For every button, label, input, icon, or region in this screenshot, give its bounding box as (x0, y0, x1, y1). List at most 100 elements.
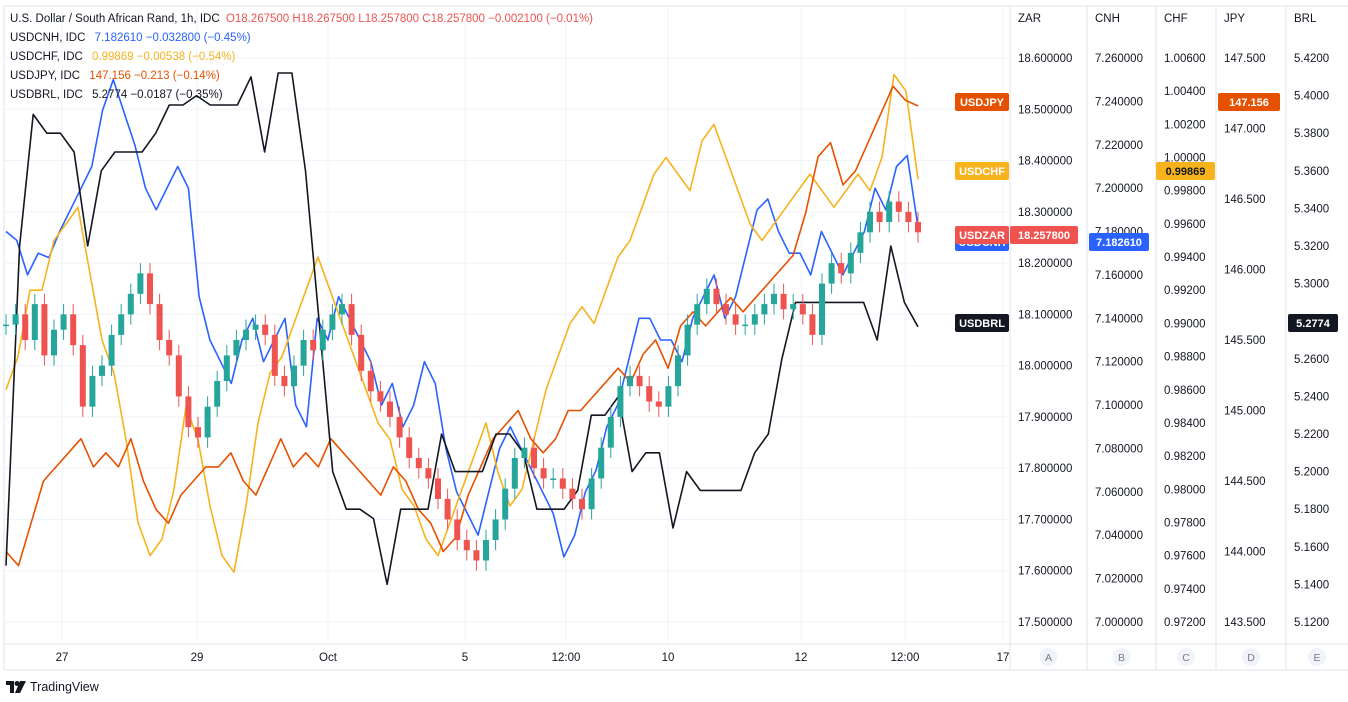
zar-candle-body (847, 252, 854, 274)
zar-candle-body (463, 539, 470, 551)
legend-h-label: H (292, 13, 301, 25)
x-tick-label: 10 (662, 652, 675, 664)
zar-candle-body (329, 314, 336, 330)
legend-chf-change: −0.00538 (−0.54%) (136, 51, 236, 63)
axis-tick-chf: 1.00000 (1164, 153, 1206, 165)
zar-candle-body (751, 314, 758, 325)
zar-candle-body (473, 550, 480, 561)
axis-tick-chf: 1.00200 (1164, 119, 1206, 131)
zar-candle-body (627, 375, 633, 387)
axis-tick-jpy: 145.000 (1224, 406, 1266, 418)
axis-tick-zar: 18.000000 (1018, 361, 1072, 373)
zar-candle-body (127, 293, 134, 315)
zar-candle-body (588, 478, 595, 510)
zar-candle-body (108, 334, 115, 366)
zar-candle-body (550, 478, 557, 480)
zar-candle-body (828, 263, 835, 284)
zar-candle-body (300, 340, 307, 366)
price-label-brl: 5.2774 (1296, 318, 1331, 330)
zar-candle-body (723, 304, 729, 315)
zar-candle-body (425, 468, 432, 479)
series-tag-usdbrl: USDBRL (959, 318, 1005, 330)
axis-tick-chf: 0.99600 (1164, 219, 1206, 231)
zar-candle-body (51, 329, 57, 356)
axis-tick-zar: 18.500000 (1018, 104, 1072, 116)
axis-header-cnh: CNH (1095, 13, 1120, 25)
axis-tick-cnh: 7.240000 (1095, 96, 1143, 108)
axis-tick-zar: 17.900000 (1018, 412, 1072, 424)
legend-chf-name: USDCHF, IDC (10, 51, 83, 63)
zar-candle-body (742, 324, 749, 327)
zar-candle-body (886, 201, 893, 223)
x-tick-label: 12:00 (552, 652, 581, 664)
legend-jpy-name: USDJPY, IDC (10, 70, 81, 82)
zar-candle-body (31, 304, 38, 340)
axis-tick-cnh: 7.020000 (1095, 574, 1143, 586)
zar-candle-body (415, 457, 422, 469)
axis-tick-zar: 17.600000 (1018, 566, 1072, 578)
axis-tick-jpy: 147.000 (1224, 124, 1266, 136)
axis-header-jpy: JPY (1224, 13, 1245, 25)
legend-jpy-value: 147.156 (89, 70, 131, 82)
x-tick-label: 12 (795, 652, 808, 664)
zar-candle-body (838, 263, 845, 274)
zar-candle-body (502, 488, 509, 520)
zar-candle-body (809, 314, 816, 335)
zar-candle-body (790, 304, 797, 310)
axis-tick-brl: 5.1800 (1294, 504, 1329, 516)
zar-candle-body (454, 519, 461, 540)
legend-row-brl: USDBRL, IDC 5.2774 −0.0187 (−0.35%) (10, 86, 593, 105)
axis-tick-jpy: 144.000 (1224, 547, 1266, 559)
legend-brl-change: −0.0187 (−0.35%) (130, 89, 223, 101)
axis-tick-brl: 5.4000 (1294, 91, 1329, 103)
zar-candle-body (358, 334, 365, 371)
price-label-cnh: 7.182610 (1096, 237, 1142, 249)
legend-cnh-change: −0.032800 (−0.45%) (145, 32, 251, 44)
zar-candle-body (12, 314, 19, 325)
axis-badge-brl (1308, 648, 1326, 666)
zar-candle-body (387, 401, 393, 417)
axis-tick-chf: 0.98600 (1164, 385, 1206, 397)
x-tick-label: 5 (462, 652, 468, 664)
zar-candle-body (377, 391, 384, 402)
price-label-jpy: 147.156 (1229, 97, 1269, 109)
axis-tick-brl: 5.2000 (1294, 467, 1329, 479)
zar-candle-body (780, 293, 787, 310)
zar-candle-body (291, 365, 297, 387)
series-tag-usdzar: USDZAR (959, 230, 1005, 242)
chart-legend: U.S. Dollar / South African Rand, 1h, ID… (10, 10, 593, 105)
zar-candle-body (598, 447, 605, 479)
legend-main-title: U.S. Dollar / South African Rand, 1h, ID… (10, 13, 220, 25)
legend-main-change: −0.002100 (−0.01%) (488, 13, 594, 25)
zar-candle-body (118, 314, 125, 335)
axis-tick-zar: 18.400000 (1018, 156, 1072, 168)
axis-header-brl: BRL (1294, 13, 1317, 25)
tradingview-brand[interactable]: TradingView (6, 680, 99, 694)
series-tag-usdbrl-bg (955, 314, 1009, 332)
zar-candle-body (684, 324, 691, 356)
zar-candle-body (761, 304, 768, 315)
legend-brl-name: USDBRL, IDC (10, 89, 83, 101)
axis-tick-jpy: 147.500 (1224, 53, 1266, 65)
zar-candle-body (70, 314, 77, 346)
legend-brl-value: 5.2774 (92, 89, 128, 101)
axis-footer-zar: A (1045, 652, 1052, 664)
price-label-brl-bg (1288, 314, 1338, 332)
price-label-jpy-bg (1218, 93, 1280, 111)
zar-candle-body (396, 416, 403, 438)
zar-candle-body (675, 355, 681, 387)
axis-tick-cnh: 7.160000 (1095, 270, 1143, 282)
brand-name: TradingView (30, 680, 99, 694)
axis-tick-brl: 5.4200 (1294, 53, 1329, 65)
zar-candle-body (713, 288, 720, 305)
axis-tick-chf: 0.97200 (1164, 617, 1206, 629)
zar-candle-body (531, 447, 537, 469)
axis-tick-cnh: 7.200000 (1095, 183, 1143, 195)
zar-candle-body (876, 211, 883, 223)
legend-row-cnh: USDCNH, IDC 7.182610 −0.032800 (−0.45%) (10, 29, 593, 48)
axis-tick-brl: 5.2400 (1294, 391, 1329, 403)
legend-row-jpy: USDJPY, IDC 147.156 −0.213 (−0.14%) (10, 67, 593, 86)
zar-candle-body (3, 324, 9, 327)
legend-l-value: 18.257800 (364, 13, 420, 25)
